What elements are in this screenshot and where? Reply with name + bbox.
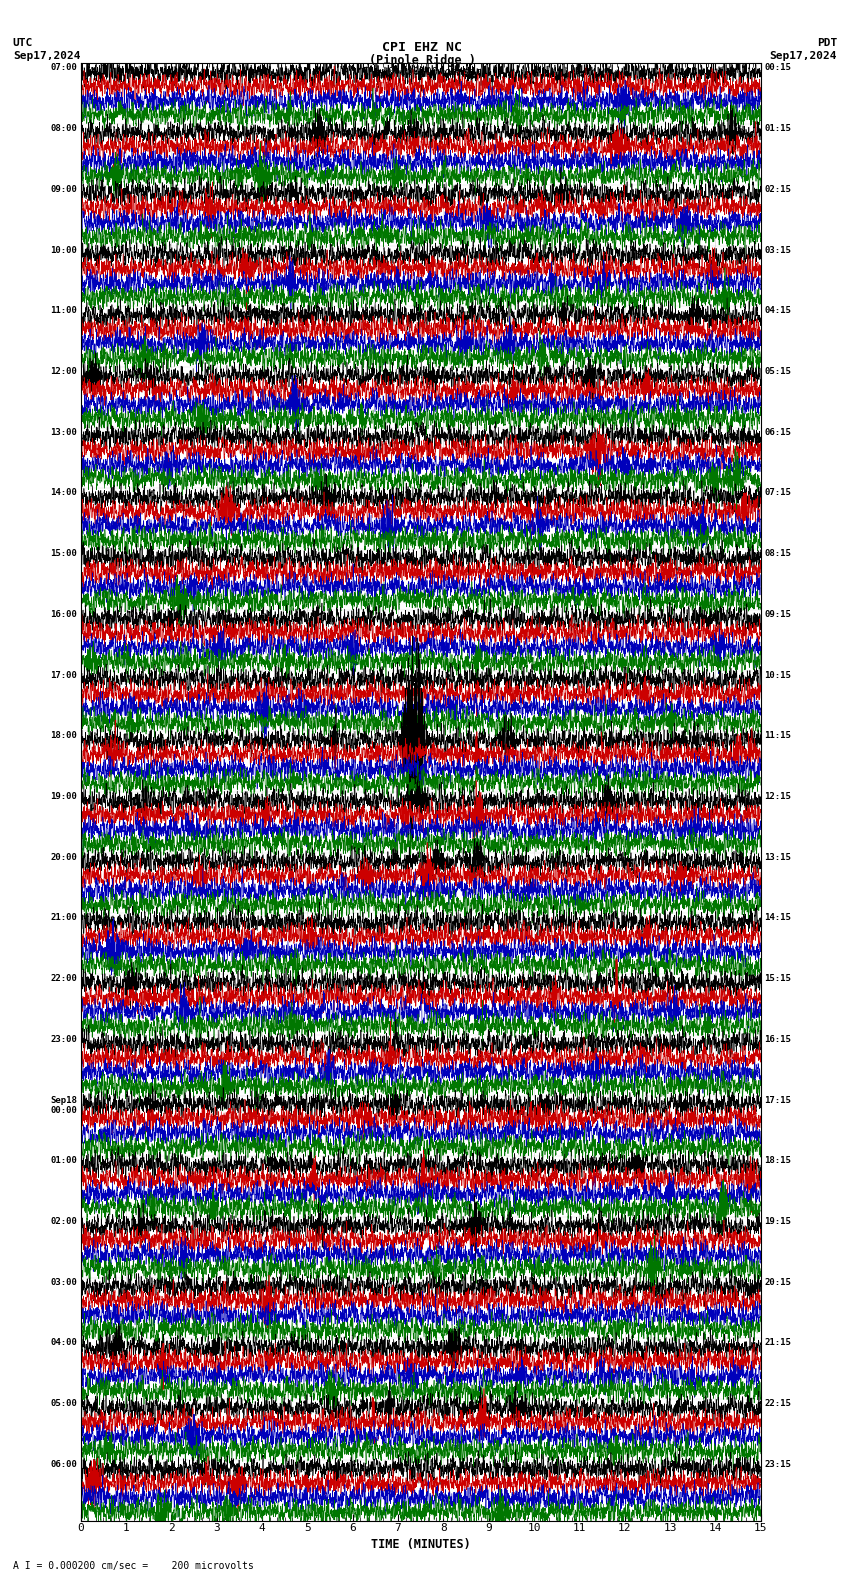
Text: 04:15: 04:15 — [764, 306, 791, 315]
Text: 00:15: 00:15 — [764, 63, 791, 73]
Text: 06:15: 06:15 — [764, 428, 791, 437]
Text: 22:15: 22:15 — [764, 1399, 791, 1408]
Text: 01:00: 01:00 — [50, 1156, 77, 1166]
Text: 01:15: 01:15 — [764, 124, 791, 133]
Text: 07:00: 07:00 — [50, 63, 77, 73]
Text: 10:15: 10:15 — [764, 670, 791, 680]
Text: 10:00: 10:00 — [50, 246, 77, 255]
Text: 09:00: 09:00 — [50, 185, 77, 193]
Text: Sep18
00:00: Sep18 00:00 — [50, 1096, 77, 1115]
Text: 13:15: 13:15 — [764, 852, 791, 862]
Text: 13:00: 13:00 — [50, 428, 77, 437]
Text: 15:00: 15:00 — [50, 550, 77, 558]
Text: 19:00: 19:00 — [50, 792, 77, 802]
Text: 18:15: 18:15 — [764, 1156, 791, 1166]
Text: 09:15: 09:15 — [764, 610, 791, 619]
Text: 07:15: 07:15 — [764, 488, 791, 497]
Text: 20:00: 20:00 — [50, 852, 77, 862]
Text: 05:15: 05:15 — [764, 367, 791, 375]
Text: 16:15: 16:15 — [764, 1034, 791, 1044]
Text: 06:00: 06:00 — [50, 1460, 77, 1468]
Text: 21:00: 21:00 — [50, 914, 77, 922]
Text: 12:00: 12:00 — [50, 367, 77, 375]
Text: 17:00: 17:00 — [50, 670, 77, 680]
Text: 22:00: 22:00 — [50, 974, 77, 984]
Text: 02:15: 02:15 — [764, 185, 791, 193]
Text: Sep17,2024: Sep17,2024 — [13, 51, 80, 60]
Text: Sep17,2024: Sep17,2024 — [770, 51, 837, 60]
Text: 05:00: 05:00 — [50, 1399, 77, 1408]
Text: 08:15: 08:15 — [764, 550, 791, 558]
Text: 04:00: 04:00 — [50, 1338, 77, 1348]
Text: 19:15: 19:15 — [764, 1217, 791, 1226]
Text: 11:00: 11:00 — [50, 306, 77, 315]
Text: 15:15: 15:15 — [764, 974, 791, 984]
Text: 11:15: 11:15 — [764, 732, 791, 740]
Text: 21:15: 21:15 — [764, 1338, 791, 1348]
Text: (Pinole Ridge ): (Pinole Ridge ) — [369, 54, 476, 67]
Text: 20:15: 20:15 — [764, 1278, 791, 1286]
Text: 17:15: 17:15 — [764, 1096, 791, 1104]
Text: 23:00: 23:00 — [50, 1034, 77, 1044]
Text: 03:00: 03:00 — [50, 1278, 77, 1286]
Text: CPI EHZ NC: CPI EHZ NC — [382, 41, 462, 54]
Text: 08:00: 08:00 — [50, 124, 77, 133]
Text: UTC: UTC — [13, 38, 33, 48]
Text: 03:15: 03:15 — [764, 246, 791, 255]
Text: 18:00: 18:00 — [50, 732, 77, 740]
Text: 12:15: 12:15 — [764, 792, 791, 802]
Text: 16:00: 16:00 — [50, 610, 77, 619]
Text: 02:00: 02:00 — [50, 1217, 77, 1226]
Text: 14:15: 14:15 — [764, 914, 791, 922]
Text: A I = 0.000200 cm/sec =    200 microvolts: A I = 0.000200 cm/sec = 200 microvolts — [13, 1562, 253, 1571]
Text: 23:15: 23:15 — [764, 1460, 791, 1468]
X-axis label: TIME (MINUTES): TIME (MINUTES) — [371, 1538, 471, 1551]
Text: 14:00: 14:00 — [50, 488, 77, 497]
Text: I = 0.000200 cm/sec: I = 0.000200 cm/sec — [363, 67, 482, 76]
Text: PDT: PDT — [817, 38, 837, 48]
